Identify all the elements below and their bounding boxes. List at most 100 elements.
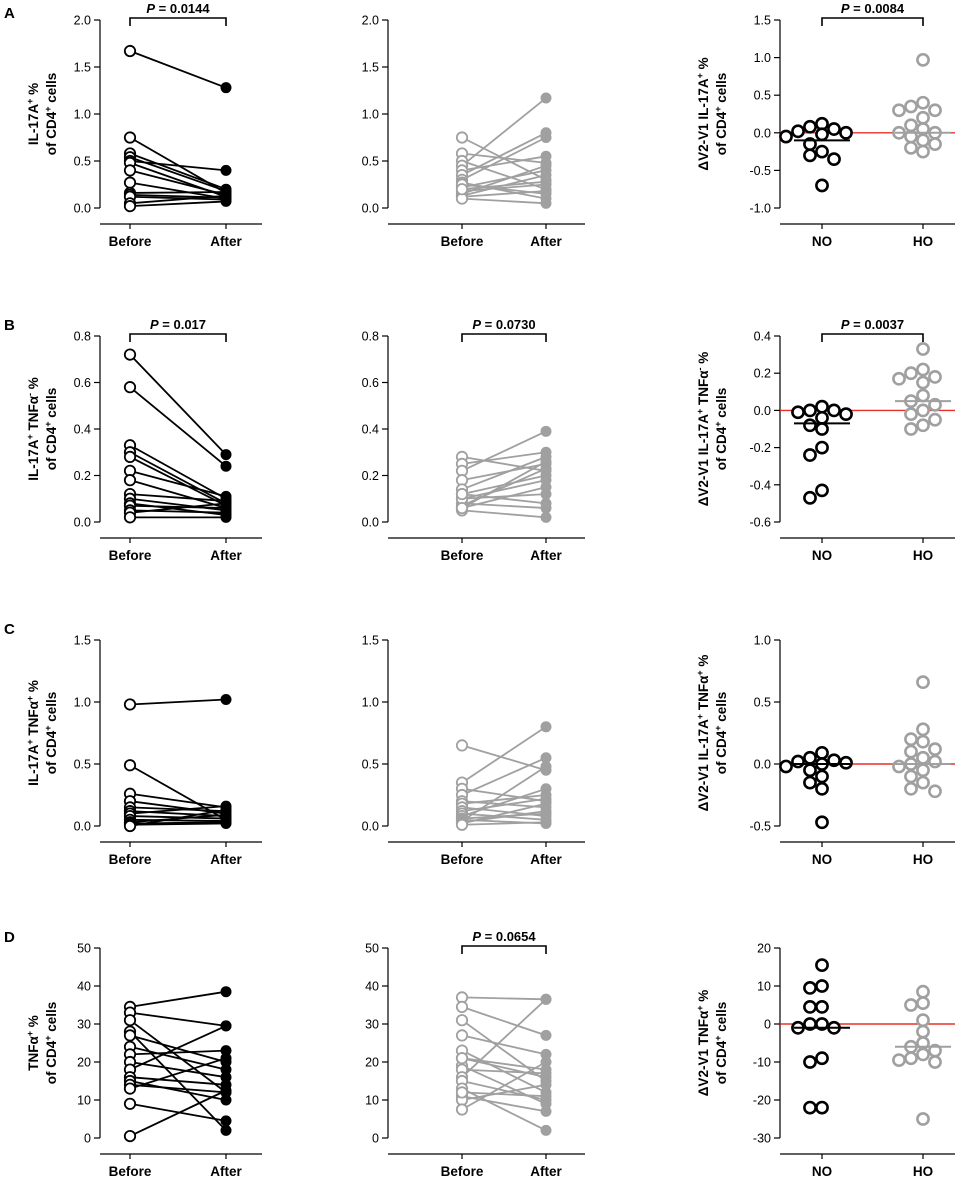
y-tick-label: 1.5 — [74, 61, 91, 75]
delta-point — [904, 366, 918, 381]
delta-point — [827, 403, 841, 418]
delta-y-axis-title-line-2: of CD4+ cells — [713, 73, 729, 156]
delta-point — [916, 775, 930, 790]
pair-line — [129, 1011, 227, 1027]
pair-line — [461, 1006, 547, 1037]
p-symbol: P — [150, 317, 159, 332]
after-point — [540, 188, 552, 200]
delta-point — [815, 440, 829, 455]
y-tick-label: 0.5 — [74, 758, 91, 772]
label-part: + — [695, 714, 705, 719]
label-part: IL-17A — [26, 744, 41, 786]
label-part: % — [26, 83, 41, 99]
delta-point — [916, 996, 930, 1010]
y-axis-title-line-1: IL-17A+ TNFα- % — [25, 377, 41, 481]
pair-line — [129, 152, 227, 191]
pair-line — [129, 451, 227, 505]
after-point — [540, 816, 552, 828]
delta-point — [815, 979, 829, 993]
before-point — [455, 1086, 469, 1099]
before-point — [455, 1052, 469, 1065]
label-part: + — [43, 107, 53, 112]
after-point — [540, 488, 552, 500]
delta-point — [904, 140, 918, 155]
pair-line — [129, 698, 227, 706]
pair-line — [461, 802, 547, 825]
pair-line — [461, 180, 547, 191]
delta-point — [904, 769, 918, 784]
delta-point — [916, 1112, 930, 1126]
y-tick-label: -0.2 — [749, 441, 771, 455]
y-axis-title: IL-17A+ TNFα+ %of CD4+ cells — [25, 680, 59, 786]
delta-point — [916, 734, 930, 749]
p-value-label: P = 0.0144 — [146, 1, 210, 16]
delta-point — [928, 412, 942, 427]
y-tick-label: 1.0 — [74, 108, 91, 122]
pair-line — [461, 1034, 547, 1056]
before-point — [123, 1029, 137, 1042]
before-point — [123, 474, 137, 487]
label-part: ΔV2-V1 IL-17A — [696, 414, 711, 506]
y-tick-label: 1.0 — [362, 108, 379, 122]
y-tick-label: -1.0 — [749, 202, 771, 216]
label-part: TNFα — [696, 675, 711, 714]
pair-line — [129, 479, 227, 509]
p-value-label: P = 0.0730 — [472, 317, 535, 332]
label-part: % — [26, 1015, 41, 1031]
after-point — [220, 1020, 232, 1032]
delta-point — [815, 422, 829, 436]
y-tick-label: 10 — [365, 1094, 379, 1108]
x-category-label: HO — [913, 1164, 933, 1179]
significance-bracket — [461, 945, 547, 954]
pair-line — [461, 821, 547, 826]
pair-line — [129, 1057, 227, 1090]
delta-scatter-plot: -0.5 0.0 0.5 1.0 NO HO — [749, 634, 955, 867]
label-part: IL-17A — [26, 104, 41, 146]
after-point — [220, 460, 232, 472]
before-point — [123, 131, 137, 144]
p-value-label: P = 0.017 — [150, 317, 206, 332]
x-category-label: Before — [109, 1164, 152, 1179]
delta-point — [839, 755, 853, 770]
y-tick-label: 30 — [77, 1018, 91, 1032]
p-value: = 0.0144 — [155, 1, 210, 16]
label-part: + — [25, 1031, 35, 1036]
delta-point — [928, 754, 942, 769]
pair-line — [461, 1087, 547, 1132]
y-tick-label: 0.0 — [74, 516, 91, 530]
delta-point — [803, 1100, 817, 1115]
pair-line — [129, 493, 227, 502]
delta-point — [892, 1053, 906, 1067]
delta-point — [904, 781, 918, 796]
pair-line — [461, 451, 547, 465]
y-tick-label: 1.0 — [362, 696, 379, 710]
pair-line — [129, 1083, 227, 1094]
delta-y-axis-title: ΔV2-V1 IL-17A+ %of CD4+ cells — [695, 57, 729, 170]
before-point — [455, 1103, 469, 1116]
before-point — [123, 1082, 137, 1095]
y-tick-label: 20 — [77, 1056, 91, 1070]
delta-point — [815, 815, 829, 830]
pair-line — [461, 1095, 547, 1113]
label-part: cells — [714, 73, 729, 107]
pair-line — [461, 726, 547, 784]
delta-point — [779, 759, 793, 774]
p-value: = 0.0084 — [850, 1, 905, 16]
y-tick-label: 0 — [764, 1018, 771, 1032]
before-point — [123, 348, 137, 361]
y-tick-label: 0.6 — [74, 376, 91, 390]
pair-line — [129, 353, 227, 456]
before-point — [123, 819, 137, 833]
pair-line — [129, 502, 227, 514]
label-part: + — [25, 434, 35, 439]
p-value: = 0.0730 — [481, 317, 536, 332]
before-point — [455, 818, 469, 831]
delta-point — [916, 750, 930, 765]
delta-point — [803, 763, 817, 778]
label-part: + — [695, 670, 705, 675]
delta-point — [815, 483, 829, 498]
ho-paired-plot: 0 10 20 30 40 50 Before After P = 0.0654 — [365, 929, 585, 1179]
after-point — [220, 82, 232, 94]
delta-point — [916, 763, 930, 778]
